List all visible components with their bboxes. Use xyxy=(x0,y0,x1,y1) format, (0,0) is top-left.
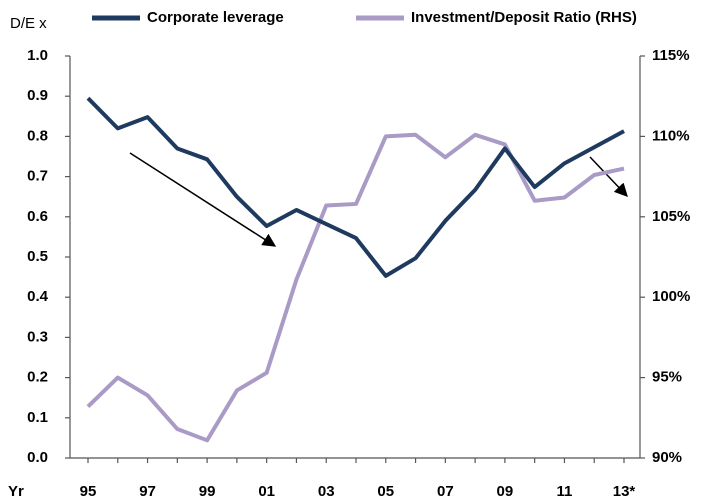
y2-tick-label: 105% xyxy=(652,208,690,225)
x-tick-label: 03 xyxy=(318,483,335,500)
y-tick-label: 0.0 xyxy=(27,449,48,466)
y2-tick-label: 100% xyxy=(652,288,690,305)
x-tick-label: 11 xyxy=(557,483,573,500)
y2-tick-label: 90% xyxy=(652,449,682,466)
series-line xyxy=(86,132,625,443)
x-tick-label: 05 xyxy=(377,483,394,500)
y-tick-label: 1.0 xyxy=(27,47,48,64)
y-axis-title: D/E x xyxy=(10,15,47,32)
y2-tick-label: 95% xyxy=(652,369,682,386)
y-tick-label: 0.6 xyxy=(27,208,48,225)
y2-tick-label: 115% xyxy=(652,47,690,64)
x-tick-label: 13* xyxy=(613,483,636,500)
legend-label: Investment/Deposit Ratio (RHS) xyxy=(411,9,637,26)
y-tick-label: 0.5 xyxy=(27,248,48,265)
x-tick-label: 07 xyxy=(437,483,454,500)
x-tick-label: 09 xyxy=(497,483,514,500)
x-tick-label: 99 xyxy=(199,483,216,500)
x-tick-label: 95 xyxy=(80,483,97,500)
x-tick-label: 01 xyxy=(258,483,275,500)
trend-arrow xyxy=(589,156,628,197)
y-tick-label: 0.4 xyxy=(27,288,49,305)
legend-label: Corporate leverage xyxy=(147,9,284,26)
trend-arrow xyxy=(129,152,277,247)
y-tick-label: 0.9 xyxy=(27,87,48,104)
y-tick-label: 0.2 xyxy=(27,369,48,386)
y2-tick-label: 110% xyxy=(652,127,690,144)
series-line xyxy=(86,96,625,278)
y-tick-label: 0.3 xyxy=(27,328,48,345)
x-axis-title: Yr xyxy=(8,483,24,500)
y-tick-label: 0.7 xyxy=(27,168,48,185)
y-tick-label: 0.8 xyxy=(27,127,48,144)
x-tick-label: 97 xyxy=(139,483,156,500)
y-tick-label: 0.1 xyxy=(27,409,48,426)
